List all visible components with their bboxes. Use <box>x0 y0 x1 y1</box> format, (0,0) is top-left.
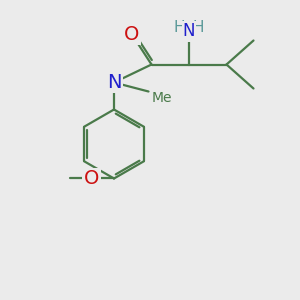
Text: O: O <box>84 169 99 188</box>
Text: N: N <box>107 73 121 92</box>
Text: O: O <box>124 25 140 44</box>
Text: H: H <box>193 20 204 34</box>
Text: H: H <box>174 20 185 34</box>
Text: N: N <box>183 22 195 40</box>
Text: Me: Me <box>152 91 172 104</box>
